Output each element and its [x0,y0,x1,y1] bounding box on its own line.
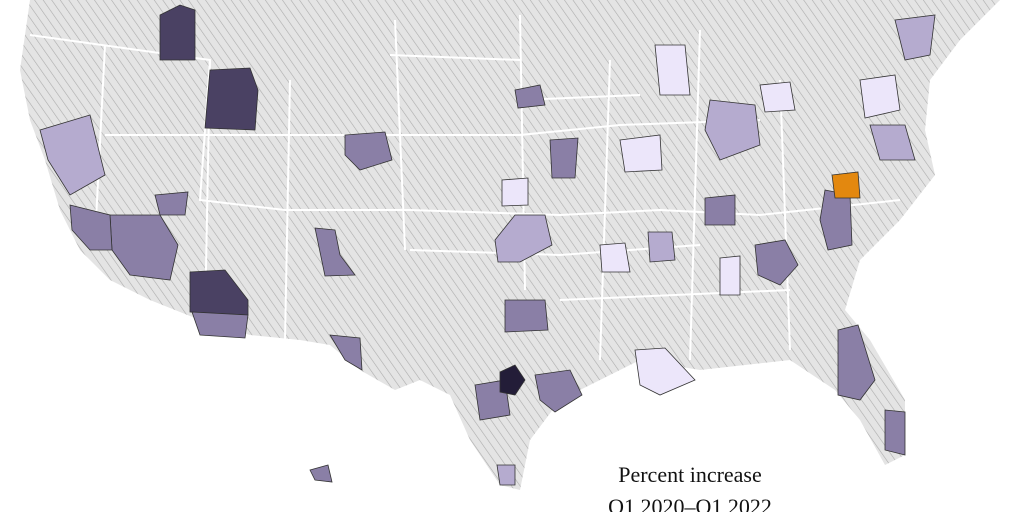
metro [39,114,106,196]
metro [189,269,249,316]
metro [314,227,356,277]
metro [549,137,579,179]
metro [754,239,799,286]
metro [501,177,529,207]
metro [191,311,249,339]
metro [619,134,663,173]
metro [514,84,546,109]
metro [496,464,516,486]
metro [884,409,906,456]
legend-title: Percent increase [618,462,762,487]
metro-areas [39,4,936,486]
metro [599,242,631,273]
metro [719,255,741,296]
metro [831,171,861,199]
metro [704,194,736,226]
border [105,54,791,301]
metro [704,99,761,161]
metro [869,124,916,161]
metro [159,4,196,61]
metro [344,131,393,171]
metro [759,81,796,113]
metro [204,67,259,131]
metro [837,324,876,401]
metro [499,364,526,396]
metro [859,74,901,119]
legend-subtitle: Q1 2020–Q1 2022 [608,494,772,512]
metro [894,14,936,61]
metro [69,204,113,251]
metro [154,191,189,216]
metro [634,347,696,396]
metro [309,464,333,483]
metro [534,369,583,413]
metro [647,231,676,263]
metro [654,44,691,96]
metro [504,299,549,333]
metro [329,334,363,371]
metro [494,214,553,263]
